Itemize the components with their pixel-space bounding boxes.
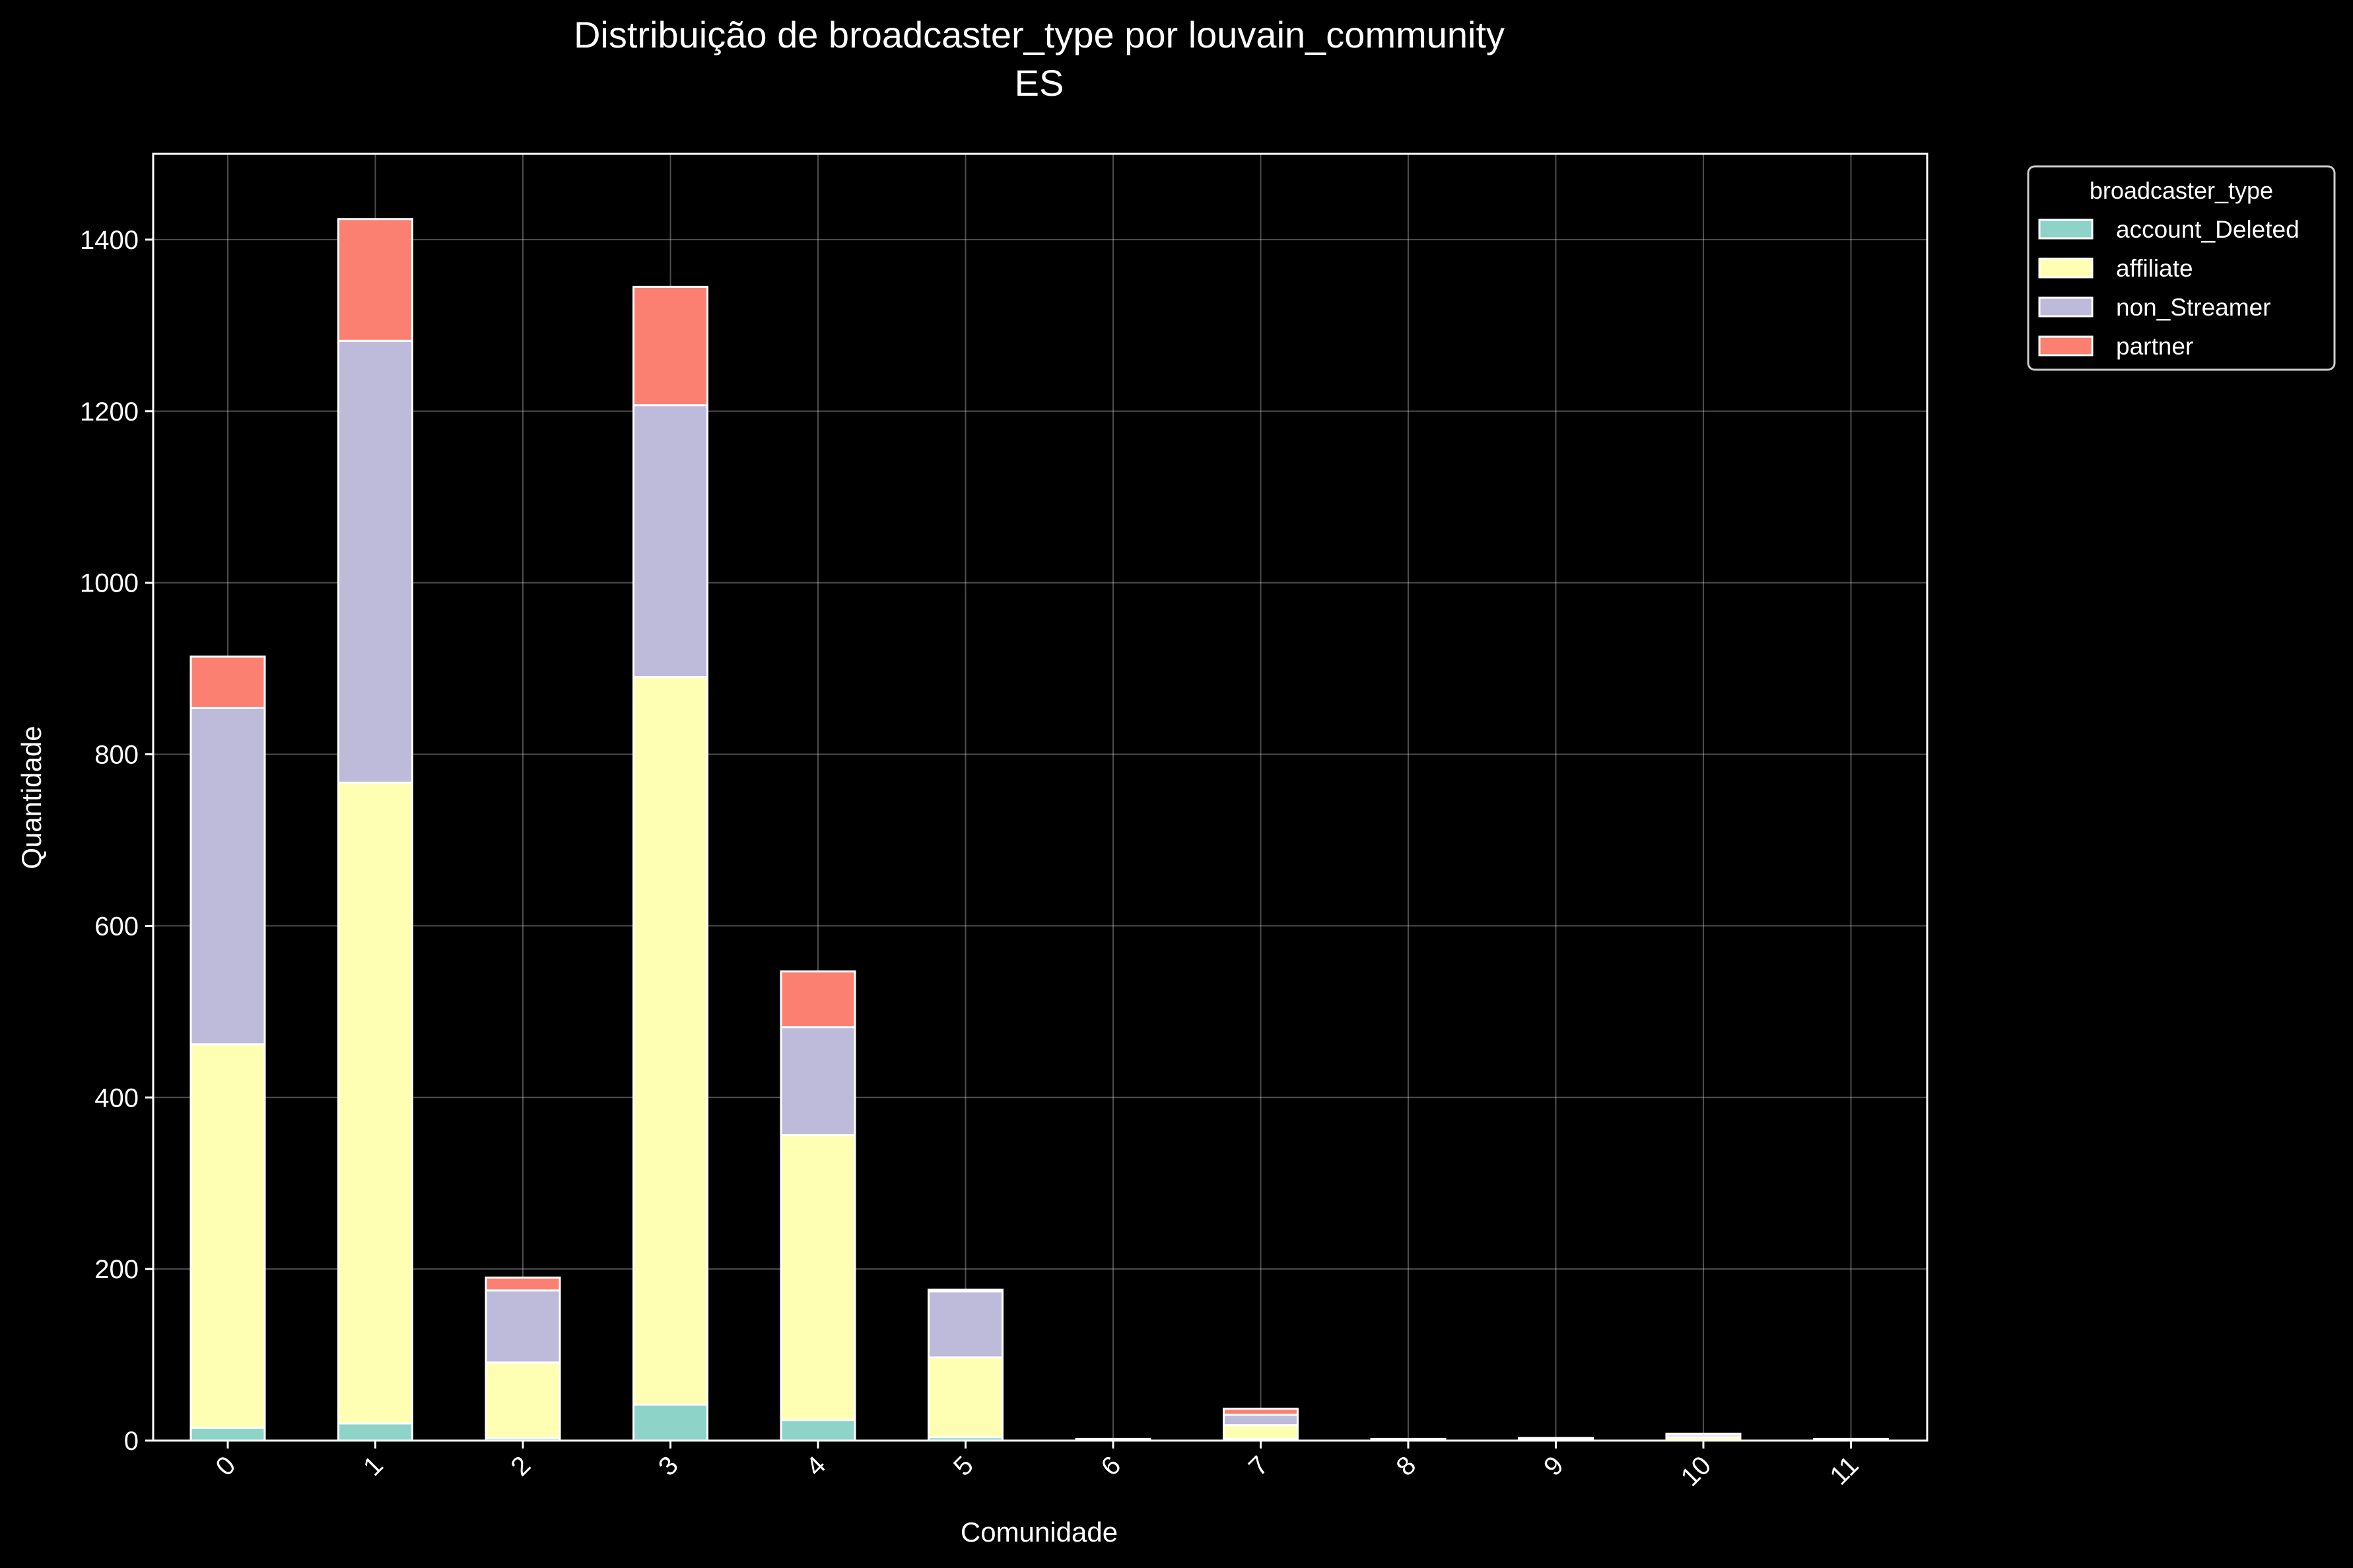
legend-box <box>2027 165 2336 371</box>
bar-segment-non-streamer <box>632 404 708 679</box>
bar-segment-non-streamer <box>189 706 266 1046</box>
bar-segment-partner <box>632 285 708 407</box>
legend-swatch <box>2038 257 2094 279</box>
legend-label: affiliate <box>2116 255 2193 282</box>
y-tick-label: 200 <box>94 1255 139 1284</box>
x-axis-label: Comunidade <box>961 1517 1118 1548</box>
bar-segment-partner <box>1223 1408 1299 1416</box>
legend-label: non_Streamer <box>2116 294 2270 321</box>
y-tick-label: 1000 <box>80 569 139 598</box>
bar-segment-affiliate <box>189 1043 266 1429</box>
y-tick-label: 1200 <box>80 397 139 426</box>
legend-label: partner <box>2116 333 2193 360</box>
bar-segment-partner <box>189 655 266 709</box>
bar-segment-affiliate <box>337 781 413 1425</box>
y-tick-label: 600 <box>94 912 139 941</box>
legend-items: account_Deleted affiliate non_Streamerpart… <box>2038 216 2300 360</box>
y-axis-label: Quantidade <box>16 726 47 869</box>
bar-segment-affiliate <box>928 1356 1004 1439</box>
bar-segment-non-streamer <box>928 1290 1004 1359</box>
bar-segment-affiliate <box>1223 1424 1299 1440</box>
plot-frame <box>152 153 1928 1442</box>
bar-segment-non-streamer <box>780 1026 856 1136</box>
legend-label: account_Deleted <box>2116 216 2300 243</box>
bar-segment-affiliate <box>485 1361 561 1439</box>
legend-swatch <box>2038 335 2094 357</box>
y-tick-label: 0 <box>124 1427 139 1456</box>
bar-segment-non-streamer <box>485 1289 561 1364</box>
bar-segment-non-streamer <box>1223 1414 1299 1427</box>
bar-segment-account-deleted <box>632 1403 708 1442</box>
bar-segment-non-streamer <box>1518 1437 1594 1440</box>
bars <box>189 218 1889 1442</box>
bar-segment-partner <box>928 1288 1004 1293</box>
bar-segment-partner <box>780 970 856 1029</box>
bar-segment-partner <box>1665 1433 1742 1436</box>
bar-segment-non-streamer <box>337 339 413 784</box>
bar-segment-affiliate <box>632 676 708 1406</box>
y-axis-ticks: 0 200 400 600 800 1000 1200 1400 <box>80 226 153 1456</box>
bar-segment-partner <box>337 218 413 342</box>
bar-segment-account-deleted <box>337 1422 413 1442</box>
legend-swatch <box>2038 219 2094 240</box>
legend-swatch <box>2038 296 2094 318</box>
y-tick-label: 1400 <box>80 226 139 255</box>
bar-segment-account-deleted <box>189 1427 266 1442</box>
y-tick-label: 800 <box>94 741 139 770</box>
legend: broadcaster_type account_Deleted affiliat… <box>2027 165 2336 371</box>
bar-segment-account-deleted <box>780 1419 856 1442</box>
bar-segment-affiliate <box>780 1134 856 1421</box>
y-tick-label: 400 <box>94 1083 139 1112</box>
chart-title: Distribuição de broadcaster_type por lou… <box>574 14 1505 55</box>
bar-segment-partner <box>485 1276 561 1292</box>
chart-subtitle: ES <box>1015 62 1064 104</box>
legend-title: broadcaster_type <box>2090 177 2273 204</box>
